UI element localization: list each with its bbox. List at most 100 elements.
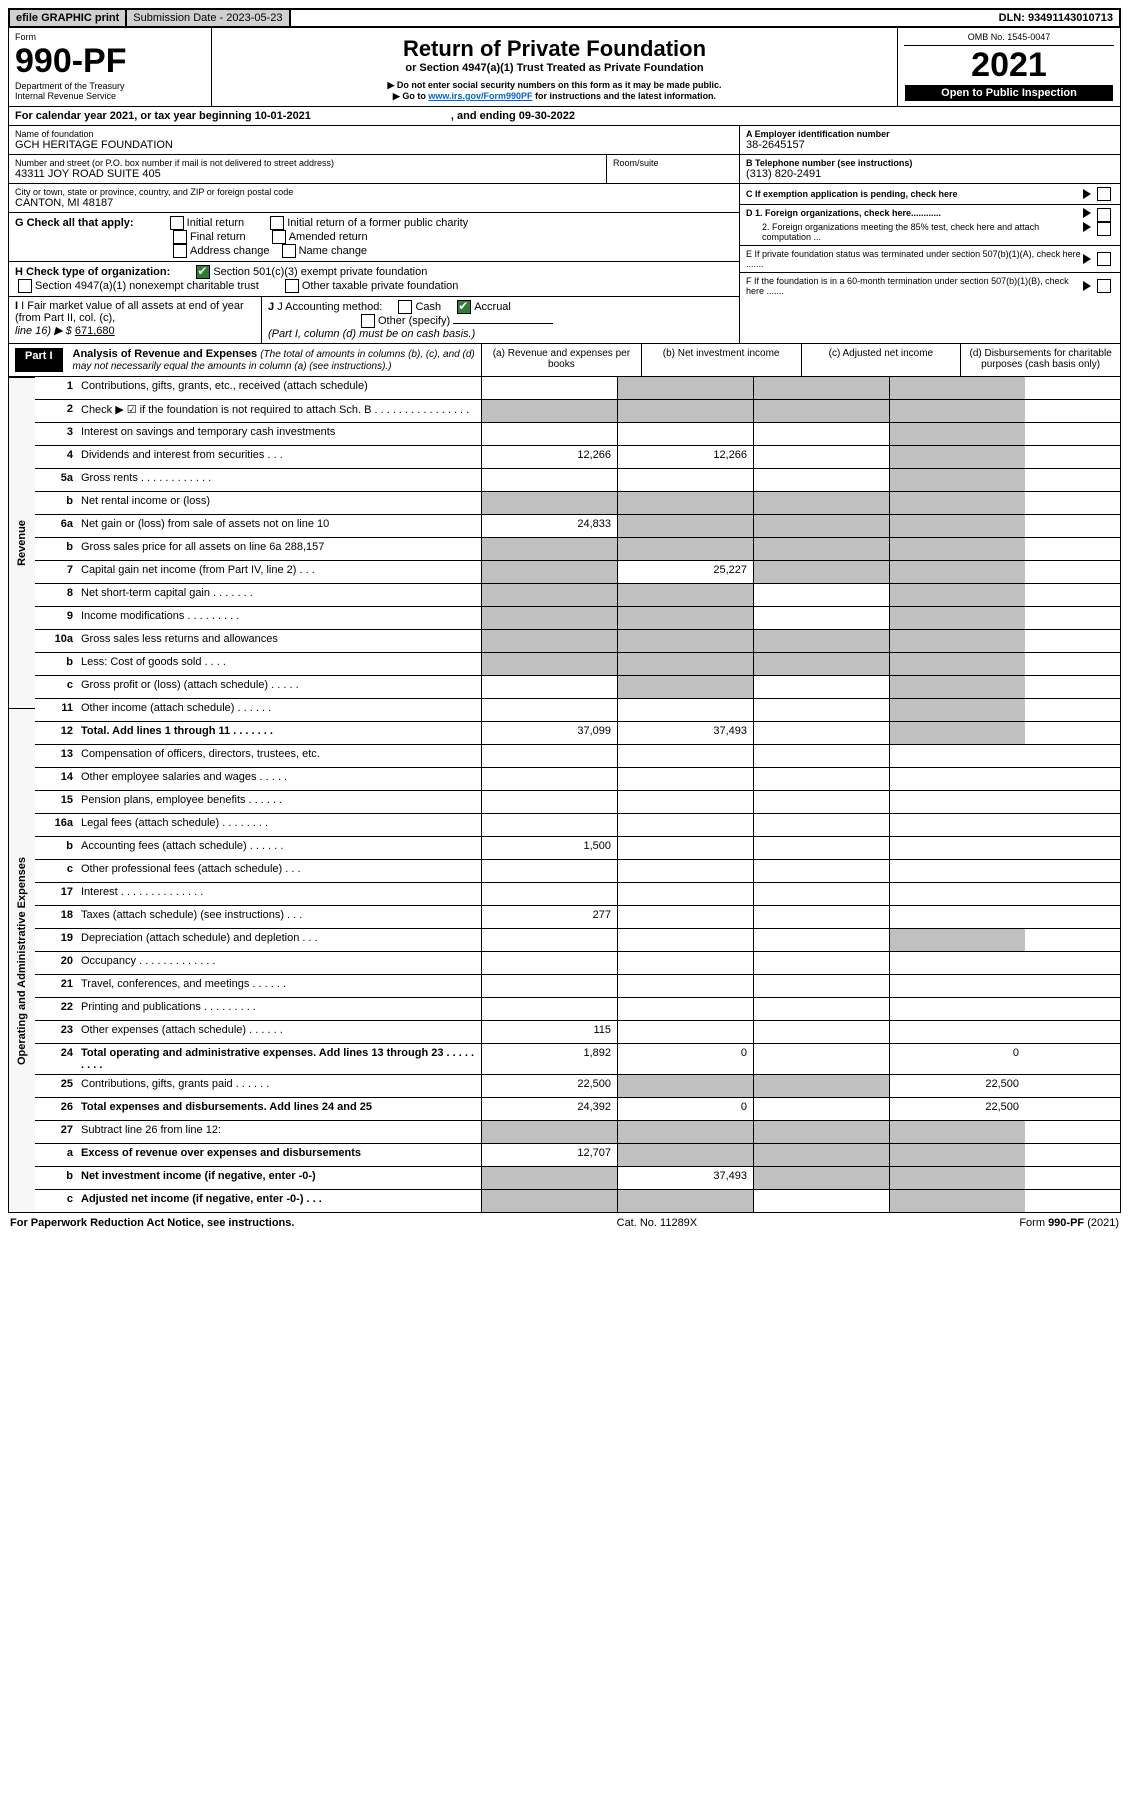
checkbox-d1[interactable] (1097, 208, 1111, 222)
line-24: 24Total operating and administrative exp… (35, 1043, 1120, 1074)
line-18: 18Taxes (attach schedule) (see instructi… (35, 905, 1120, 928)
line-3: 3Interest on savings and temporary cash … (35, 422, 1120, 445)
arrow-icon (1083, 189, 1091, 199)
checkbox-e[interactable] (1097, 252, 1111, 266)
checkbox-cash[interactable] (398, 300, 412, 314)
footer-right: Form 990-PF (2021) (1019, 1217, 1119, 1229)
address: 43311 JOY ROAD SUITE 405 (15, 168, 600, 180)
c-label: C If exemption application is pending, c… (746, 189, 1083, 199)
ein-label: A Employer identification number (746, 129, 1114, 139)
foundation-name: GCH HERITAGE FOUNDATION (15, 139, 733, 151)
col-b-header: (b) Net investment income (641, 344, 801, 376)
revenue-label: Revenue (16, 520, 28, 566)
line-1: 1Contributions, gifts, grants, etc., rec… (35, 377, 1120, 399)
form-subtitle: or Section 4947(a)(1) Trust Treated as P… (218, 62, 891, 74)
line-b: bAccounting fees (attach schedule) . . .… (35, 836, 1120, 859)
address-label: Number and street (or P.O. box number if… (15, 158, 600, 168)
line-25: 25Contributions, gifts, grants paid . . … (35, 1074, 1120, 1097)
lines-container: Revenue Operating and Administrative Exp… (8, 377, 1121, 1213)
checkbox-address-change[interactable] (173, 244, 187, 258)
instr-2-post: for instructions and the latest informat… (533, 91, 717, 101)
line-16a: 16aLegal fees (attach schedule) . . . . … (35, 813, 1120, 836)
line-b: bLess: Cost of goods sold . . . . (35, 652, 1120, 675)
ein-value: 38-2645157 (746, 139, 1114, 151)
line-10a: 10aGross sales less returns and allowanc… (35, 629, 1120, 652)
cal-end: , and ending 09-30-2022 (451, 110, 575, 122)
arrow-icon (1083, 281, 1091, 291)
g-opt-1: Initial return of a former public charit… (287, 217, 468, 229)
line-a: aExcess of revenue over expenses and dis… (35, 1143, 1120, 1166)
line-4: 4Dividends and interest from securities … (35, 445, 1120, 468)
line-b: bNet rental income or (loss) (35, 491, 1120, 514)
line-13: 13Compensation of officers, directors, t… (35, 744, 1120, 767)
part1-title: Analysis of Revenue and Expenses (73, 348, 258, 360)
col-a-header: (a) Revenue and expenses per books (481, 344, 641, 376)
h-opt-1: Section 501(c)(3) exempt private foundat… (213, 266, 427, 278)
part1-header: Part I Analysis of Revenue and Expenses … (8, 344, 1121, 377)
line-19: 19Depreciation (attach schedule) and dep… (35, 928, 1120, 951)
col-d-header: (d) Disbursements for charitable purpose… (960, 344, 1120, 376)
cal-begin: For calendar year 2021, or tax year begi… (15, 110, 311, 122)
checkbox-f[interactable] (1097, 279, 1111, 293)
efile-print-button[interactable]: efile GRAPHIC print (10, 10, 127, 26)
checkbox-name-change[interactable] (282, 244, 296, 258)
irs-label: Internal Revenue Service (15, 91, 205, 101)
checkbox-accrual[interactable] (457, 300, 471, 314)
i-line-label: line 16) ▶ $ (15, 325, 72, 337)
identification-block: Name of foundation GCH HERITAGE FOUNDATI… (8, 126, 1121, 344)
checkbox-c[interactable] (1097, 187, 1111, 201)
phone-value: (313) 820-2491 (746, 168, 1114, 180)
checkbox-initial-return[interactable] (170, 216, 184, 230)
form-number: 990-PF (15, 42, 205, 81)
h-label: H Check type of organization: (15, 266, 170, 278)
line-6a: 6aNet gain or (loss) from sale of assets… (35, 514, 1120, 537)
arrow-icon (1083, 254, 1091, 264)
city: CANTON, MI 48187 (15, 197, 733, 209)
page-footer: For Paperwork Reduction Act Notice, see … (8, 1213, 1121, 1233)
line-12: 12Total. Add lines 1 through 11 . . . . … (35, 721, 1120, 744)
instr-1: ▶ Do not enter social security numbers o… (218, 80, 891, 91)
checkbox-other-method[interactable] (361, 314, 375, 328)
checkbox-other-taxable[interactable] (285, 279, 299, 293)
g-label: G Check all that apply: (15, 217, 134, 229)
phone-label: B Telephone number (see instructions) (746, 158, 1114, 168)
line-27: 27Subtract line 26 from line 12: (35, 1120, 1120, 1143)
d2-label: 2. Foreign organizations meeting the 85%… (746, 222, 1083, 242)
footer-left: For Paperwork Reduction Act Notice, see … (10, 1217, 294, 1229)
line-11: 11Other income (attach schedule) . . . .… (35, 698, 1120, 721)
room-label: Room/suite (613, 158, 733, 168)
line-17: 17Interest . . . . . . . . . . . . . . (35, 882, 1120, 905)
checkbox-d2[interactable] (1097, 222, 1111, 236)
line-b: bGross sales price for all assets on lin… (35, 537, 1120, 560)
line-b: bNet investment income (if negative, ent… (35, 1166, 1120, 1189)
line-14: 14Other employee salaries and wages . . … (35, 767, 1120, 790)
checkbox-initial-former[interactable] (270, 216, 284, 230)
line-23: 23Other expenses (attach schedule) . . .… (35, 1020, 1120, 1043)
line-c: cOther professional fees (attach schedul… (35, 859, 1120, 882)
j-cash: Cash (415, 301, 441, 313)
expenses-label: Operating and Administrative Expenses (16, 856, 28, 1064)
g-opt-4: Address change (190, 245, 270, 257)
instr-2: ▶ Go to www.irs.gov/Form990PF for instru… (218, 91, 891, 102)
calendar-year-line: For calendar year 2021, or tax year begi… (8, 107, 1121, 126)
g-opt-0: Initial return (187, 217, 244, 229)
line-20: 20Occupancy . . . . . . . . . . . . . (35, 951, 1120, 974)
j-label: J Accounting method: (277, 301, 382, 313)
checkbox-amended[interactable] (272, 230, 286, 244)
j-note: (Part I, column (d) must be on cash basi… (268, 328, 475, 340)
j-accrual: Accrual (474, 301, 511, 313)
checkbox-4947a1[interactable] (18, 279, 32, 293)
line-26: 26Total expenses and disbursements. Add … (35, 1097, 1120, 1120)
h-opt-3: Other taxable private foundation (302, 280, 459, 292)
arrow-icon (1083, 208, 1091, 218)
checkbox-501c3[interactable] (196, 265, 210, 279)
line-7: 7Capital gain net income (from Part IV, … (35, 560, 1120, 583)
line-2: 2Check ▶ ☑ if the foundation is not requ… (35, 399, 1120, 422)
g-opt-5: Name change (299, 245, 368, 257)
section-h: H Check type of organization: Section 50… (9, 262, 739, 297)
checkbox-final-return[interactable] (173, 230, 187, 244)
g-opt-2: Final return (190, 231, 246, 243)
top-bar: efile GRAPHIC print Submission Date - 20… (8, 8, 1121, 28)
h-opt-2: Section 4947(a)(1) nonexempt charitable … (35, 280, 259, 292)
irs-link[interactable]: www.irs.gov/Form990PF (428, 91, 532, 101)
